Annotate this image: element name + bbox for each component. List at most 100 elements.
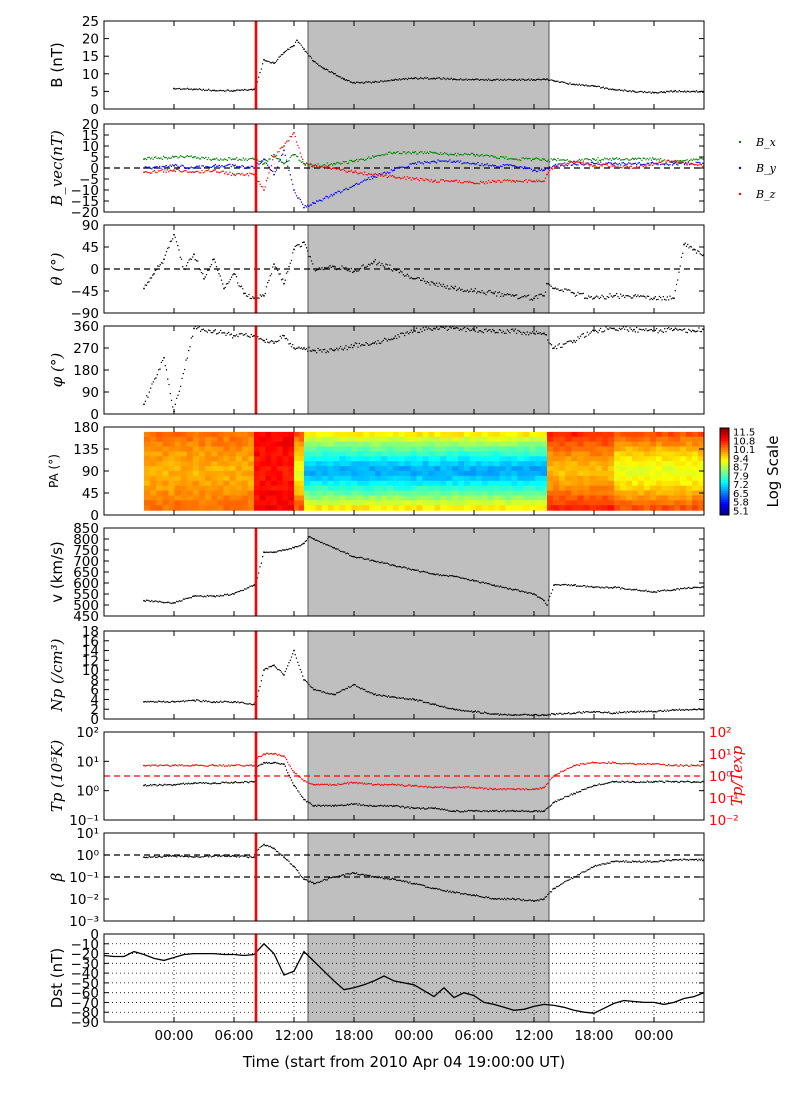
data-point xyxy=(579,585,582,587)
data-point xyxy=(669,164,671,166)
data-point xyxy=(330,71,333,73)
data-point xyxy=(678,271,680,273)
heatmap-cell xyxy=(304,436,311,443)
data-point xyxy=(362,344,365,346)
data-point xyxy=(534,169,536,171)
data-point xyxy=(565,342,567,345)
data-point xyxy=(457,576,459,578)
data-point xyxy=(362,174,365,176)
heatmap-cell xyxy=(199,451,206,457)
heatmap-cell xyxy=(254,446,261,453)
heatmap-cell xyxy=(529,436,536,443)
data-point xyxy=(562,162,565,165)
heatmap-cell xyxy=(375,446,382,453)
data-point xyxy=(622,711,625,714)
data-point xyxy=(630,710,633,713)
heatmap-cell xyxy=(211,436,218,443)
heatmap-cell xyxy=(511,480,518,487)
heatmap-cell xyxy=(333,446,341,453)
heatmap-cell xyxy=(644,500,651,506)
heatmap-cell xyxy=(392,495,400,501)
heatmap-cell xyxy=(698,495,704,501)
data-point xyxy=(427,152,430,155)
data-point xyxy=(274,61,276,64)
data-point xyxy=(570,584,573,586)
data-point xyxy=(153,166,156,168)
heatmap-cell xyxy=(211,456,218,462)
data-point xyxy=(509,332,511,334)
data-point xyxy=(199,269,201,271)
heatmap-cell xyxy=(315,500,323,506)
data-point xyxy=(312,687,314,689)
data-point xyxy=(477,580,479,582)
data-point xyxy=(589,85,591,87)
data-point xyxy=(395,566,398,568)
data-point xyxy=(566,712,569,715)
colorbar-tick-label: 7.2 xyxy=(733,480,749,491)
data-point xyxy=(433,282,435,285)
data-point xyxy=(153,170,156,172)
data-point xyxy=(674,159,677,162)
data-point xyxy=(467,78,470,81)
heatmap-cell xyxy=(276,441,284,448)
data-point xyxy=(260,161,263,164)
data-point xyxy=(610,88,613,91)
heatmap-cell xyxy=(595,471,603,477)
data-point xyxy=(639,157,642,160)
data-point xyxy=(684,242,686,244)
heatmap-cell xyxy=(192,500,200,506)
data-point xyxy=(549,284,551,286)
data-point xyxy=(618,88,621,91)
data-point xyxy=(199,167,202,169)
heatmap-cell xyxy=(547,500,554,506)
data-point xyxy=(317,347,319,350)
heatmap-cell xyxy=(499,431,507,438)
heatmap-cell xyxy=(601,466,609,472)
heatmap-cell xyxy=(452,461,459,467)
heatmap-cell xyxy=(339,471,347,477)
heatmap-cell xyxy=(345,495,353,501)
data-point xyxy=(475,182,478,184)
data-point xyxy=(313,538,315,540)
data-point xyxy=(659,590,662,592)
data-point xyxy=(673,328,675,331)
data-point xyxy=(445,160,447,162)
data-point xyxy=(247,295,249,298)
data-point xyxy=(165,156,167,159)
data-point xyxy=(557,165,559,167)
heatmap-cell xyxy=(404,456,412,462)
heatmap-cell xyxy=(386,490,394,497)
data-point xyxy=(284,162,286,164)
data-point xyxy=(410,77,413,79)
data-point xyxy=(443,705,446,708)
data-point xyxy=(630,163,633,165)
data-point xyxy=(630,297,633,299)
data-point xyxy=(474,330,477,333)
data-point xyxy=(514,165,517,168)
data-point xyxy=(537,714,539,716)
data-point xyxy=(158,700,161,703)
data-point xyxy=(307,538,309,540)
data-point xyxy=(633,588,635,591)
data-point xyxy=(517,329,519,332)
heatmap-cell xyxy=(571,480,579,487)
heatmap-cell xyxy=(144,480,151,487)
heatmap-cell xyxy=(299,495,305,501)
data-point xyxy=(259,183,261,185)
heatmap-cell xyxy=(535,480,542,487)
heatmap-cell xyxy=(229,451,237,457)
data-point xyxy=(651,711,654,713)
data-point xyxy=(249,585,251,588)
heatmap-cell xyxy=(440,436,447,443)
data-point xyxy=(650,328,653,331)
y-tick-label: 180 xyxy=(73,363,99,379)
data-point xyxy=(435,77,438,80)
data-point xyxy=(346,188,349,191)
colorbar-segment xyxy=(720,478,729,481)
data-point xyxy=(361,172,363,174)
data-point xyxy=(393,169,395,172)
data-point xyxy=(155,701,157,703)
data-point xyxy=(199,172,202,174)
data-point xyxy=(185,597,187,600)
data-point xyxy=(379,173,382,176)
